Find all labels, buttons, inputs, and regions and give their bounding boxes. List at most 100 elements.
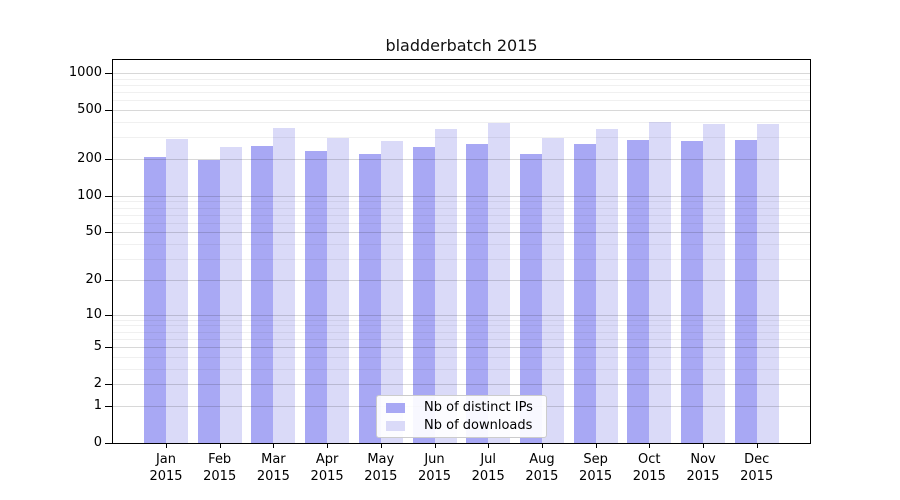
gridline-minor (113, 78, 810, 80)
gridline-minor (113, 244, 810, 246)
gridline-major (113, 232, 810, 234)
bar-downloads (434, 129, 457, 443)
y-tick-label: 1000 (68, 65, 102, 80)
y-tick-label: 500 (77, 102, 102, 118)
gridline-major (113, 73, 810, 74)
gridline-minor (113, 214, 810, 216)
bar-distinct-ips (144, 157, 166, 443)
plot-area: Nb of distinct IPs Nb of downloads (112, 59, 811, 444)
gridline-minor (113, 368, 810, 370)
y-tick-mark (105, 110, 112, 112)
bar-distinct-ips (412, 147, 435, 443)
chart-title: bladderbatch 2015 (385, 36, 538, 55)
y-tick-mark (105, 314, 112, 316)
y-tick-label: 5 (93, 339, 102, 354)
gridline-major (113, 384, 810, 386)
bar-distinct-ips (519, 154, 542, 443)
gridline-major (113, 347, 810, 348)
gridline-major (113, 280, 810, 281)
bar-downloads (219, 146, 242, 443)
gridline-minor (113, 325, 810, 327)
gridline-minor (113, 222, 810, 224)
y-tick-mark (105, 195, 112, 197)
y-tick-label: 20 (85, 272, 102, 287)
bar-downloads (488, 123, 511, 443)
legend: Nb of distinct IPs Nb of downloads (376, 395, 547, 438)
gridline-major (113, 110, 810, 112)
y-tick-mark (105, 347, 112, 348)
gridline-minor (113, 137, 810, 139)
bar-distinct-ips (466, 144, 489, 443)
bar-downloads (166, 139, 188, 443)
y-tick-mark (105, 159, 112, 160)
x-tick-label: Jun 2015 (417, 452, 452, 484)
gridline-minor (113, 356, 810, 358)
legend-row-downloads: Nb of downloads (377, 418, 546, 433)
x-tick-mark (541, 443, 543, 448)
x-tick-mark (166, 443, 167, 448)
gridline-major (113, 159, 810, 160)
x-tick-label: Nov 2015 (686, 452, 720, 484)
bar-distinct-ips (627, 139, 650, 443)
gridline-minor (113, 207, 810, 209)
gridline-minor (113, 85, 810, 86)
bar-distinct-ips (251, 146, 274, 443)
bar-distinct-ips (734, 139, 757, 443)
gridline-minor (113, 259, 810, 261)
bar-downloads (703, 123, 725, 443)
bar-downloads (756, 123, 779, 443)
x-tick-mark (434, 443, 436, 448)
x-tick-mark (756, 443, 758, 448)
y-tick-label: 2 (93, 376, 102, 392)
bar-downloads (273, 127, 296, 443)
gridline-minor (113, 100, 810, 102)
x-tick-label: May 2015 (364, 452, 398, 484)
bar-distinct-ips (197, 160, 220, 443)
y-tick-mark (105, 384, 112, 386)
x-tick-mark (327, 443, 329, 448)
bar-downloads (380, 140, 403, 443)
legend-label-distinct-ips: Nb of distinct IPs (424, 399, 533, 415)
x-tick-label: Jan 2015 (149, 452, 183, 484)
y-tick-mark (105, 73, 112, 74)
x-tick-label: Oct 2015 (632, 452, 666, 484)
x-tick-label: Feb 2015 (203, 452, 237, 484)
x-tick-label: Dec 2015 (740, 452, 774, 484)
x-tick-mark (273, 443, 275, 448)
x-tick-mark (703, 443, 704, 448)
x-tick-label: Jul 2015 (471, 452, 505, 484)
x-tick-label: Apr 2015 (310, 452, 344, 484)
x-tick-mark (488, 443, 490, 448)
bar-distinct-ips (305, 150, 328, 443)
bar-distinct-ips (681, 140, 703, 443)
y-tick-label: 200 (77, 151, 102, 166)
y-tick-label: 1 (93, 397, 102, 413)
gridline-minor (113, 338, 810, 340)
gridline-minor (113, 201, 810, 203)
gridline-minor (113, 122, 810, 123)
y-tick-mark (105, 405, 112, 407)
bar-distinct-ips (573, 144, 596, 443)
y-tick-mark (105, 280, 112, 281)
x-tick-mark (219, 443, 221, 448)
legend-swatch-distinct-ips-icon (386, 402, 405, 413)
x-tick-label: Sep 2015 (579, 452, 613, 484)
legend-swatch-downloads-icon (386, 420, 405, 431)
gridline-minor (113, 92, 810, 94)
x-tick-mark (649, 443, 651, 448)
gridline-major (113, 314, 810, 316)
gridline-minor (113, 319, 810, 321)
gridline-major (113, 195, 810, 197)
gridline-minor (113, 331, 810, 333)
bar-downloads (649, 122, 672, 443)
x-tick-label: Aug 2015 (525, 452, 559, 484)
x-tick-mark (380, 443, 382, 448)
bar-distinct-ips (358, 153, 381, 443)
y-tick-mark (105, 232, 112, 234)
y-tick-label: 0 (93, 435, 102, 450)
x-tick-mark (595, 443, 597, 448)
y-tick-label: 100 (77, 187, 102, 203)
x-tick-label: Mar 2015 (256, 452, 290, 484)
bar-downloads (327, 137, 350, 443)
